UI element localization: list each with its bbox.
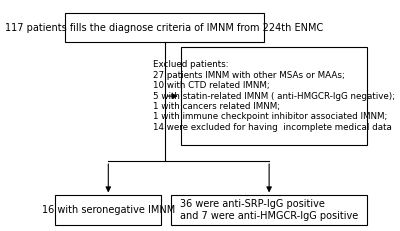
- Text: 36 were anti-SRP-IgG positive
and 7 were anti-HMGCR-IgG positive: 36 were anti-SRP-IgG positive and 7 were…: [180, 199, 358, 221]
- Text: Exclued patients:
27 patients IMNM with other MSAs or MAAs;
10 with CTD related : Exclued patients: 27 patients IMNM with …: [153, 60, 395, 132]
- FancyBboxPatch shape: [65, 13, 264, 43]
- FancyBboxPatch shape: [55, 195, 161, 225]
- FancyBboxPatch shape: [171, 195, 367, 225]
- FancyBboxPatch shape: [181, 47, 367, 145]
- Text: 16 with seronegative IMNM: 16 with seronegative IMNM: [42, 205, 175, 215]
- Text: 117 patients fills the diagnose criteria of IMNM from 224th ENMC: 117 patients fills the diagnose criteria…: [6, 23, 324, 33]
